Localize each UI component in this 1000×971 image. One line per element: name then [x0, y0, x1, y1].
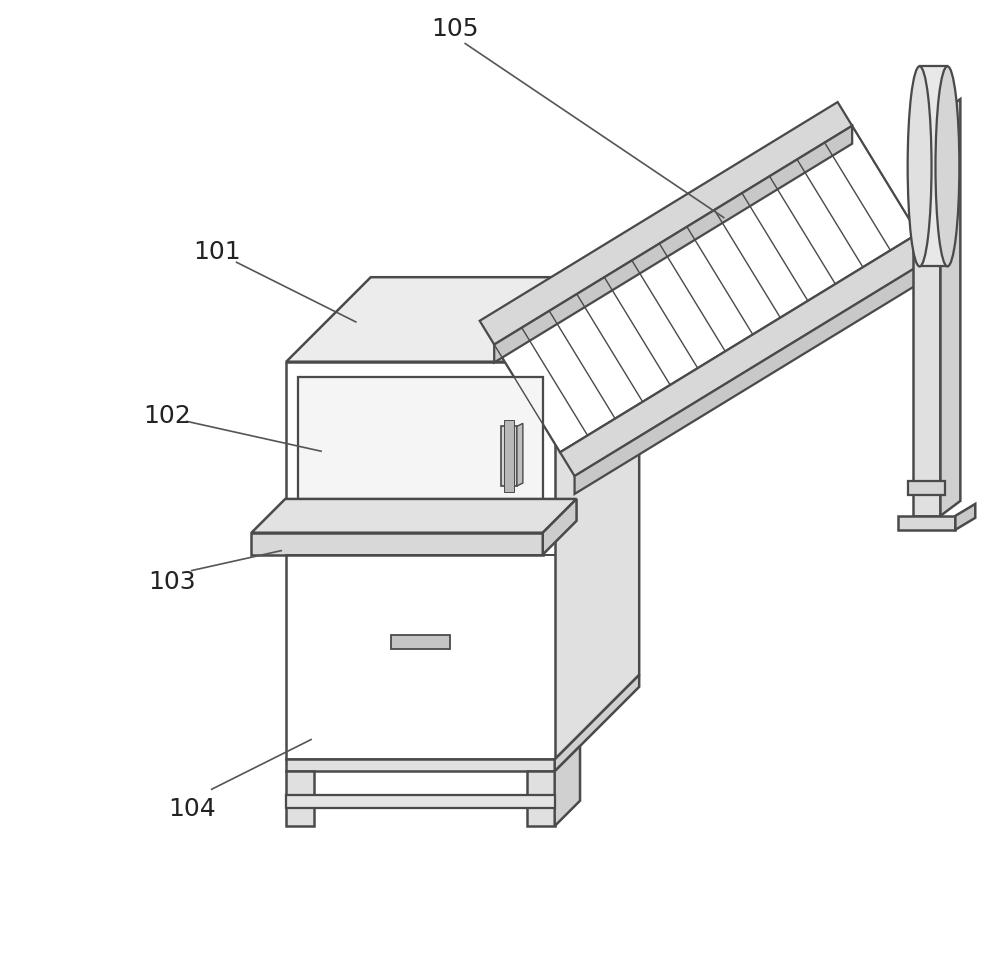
Polygon shape	[251, 499, 577, 533]
Polygon shape	[286, 277, 639, 362]
Polygon shape	[560, 234, 933, 476]
Polygon shape	[908, 481, 945, 495]
Polygon shape	[555, 746, 580, 826]
Polygon shape	[913, 114, 940, 516]
Polygon shape	[286, 759, 555, 771]
Text: 105: 105	[432, 17, 479, 41]
Polygon shape	[898, 516, 955, 530]
Polygon shape	[955, 504, 975, 530]
Polygon shape	[920, 66, 947, 266]
Polygon shape	[940, 99, 960, 516]
Polygon shape	[298, 377, 543, 531]
Ellipse shape	[935, 66, 959, 266]
Polygon shape	[391, 635, 450, 649]
Text: 101: 101	[193, 241, 240, 264]
Polygon shape	[555, 675, 639, 771]
Polygon shape	[527, 771, 555, 826]
Ellipse shape	[908, 66, 932, 266]
Polygon shape	[286, 795, 555, 808]
Polygon shape	[543, 499, 577, 554]
Text: 102: 102	[143, 404, 191, 428]
Polygon shape	[286, 362, 555, 759]
Polygon shape	[504, 420, 514, 492]
Polygon shape	[251, 533, 543, 554]
Polygon shape	[494, 126, 852, 362]
Polygon shape	[286, 771, 314, 826]
Polygon shape	[494, 126, 918, 452]
Polygon shape	[517, 423, 523, 486]
Text: 104: 104	[168, 797, 216, 821]
Polygon shape	[480, 102, 852, 345]
Polygon shape	[501, 426, 517, 486]
Polygon shape	[575, 257, 933, 494]
Polygon shape	[555, 277, 639, 759]
Text: 103: 103	[148, 570, 196, 594]
